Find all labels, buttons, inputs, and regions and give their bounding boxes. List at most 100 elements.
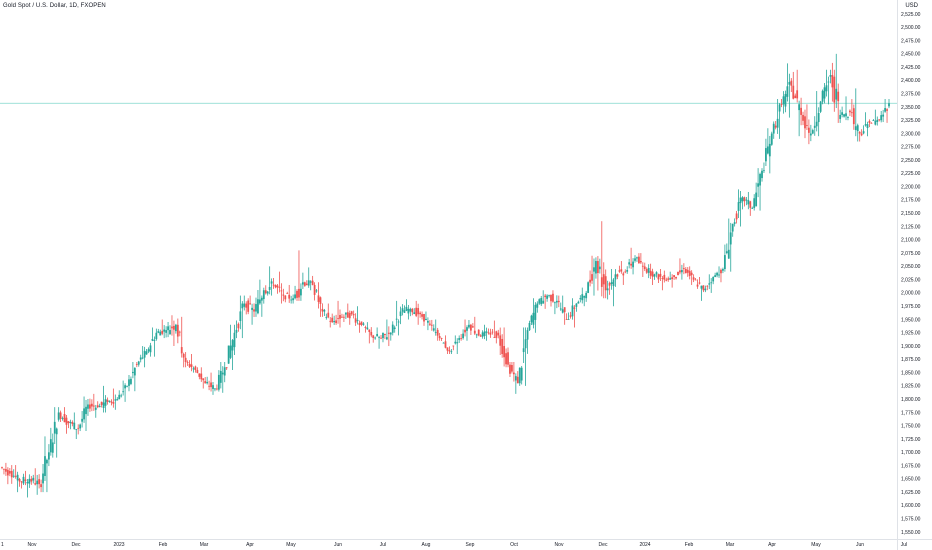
candle-body [872, 120, 875, 121]
candle-body [395, 318, 398, 320]
candle-body [596, 261, 599, 274]
candle-body [358, 323, 361, 326]
candle-body [38, 479, 41, 485]
candle-body [233, 332, 236, 348]
candle-body [753, 198, 756, 208]
candle-body [344, 312, 347, 315]
candle-body [186, 361, 189, 363]
candle-body [415, 307, 418, 316]
candle-body [24, 479, 27, 481]
candle-body [102, 402, 105, 408]
candle-body [288, 294, 291, 299]
candle-body [133, 368, 136, 376]
candle-body [555, 300, 558, 303]
candle-body [458, 338, 461, 340]
candle-body [667, 278, 670, 280]
candle-body [530, 315, 533, 323]
y-tick-label: 1,775.00 [901, 410, 921, 416]
candle-body [18, 478, 21, 482]
candle-body [434, 332, 437, 333]
candle-body [294, 294, 296, 299]
candle-body [776, 118, 779, 128]
candle-body [714, 275, 717, 277]
candle-body [544, 295, 547, 298]
candle-body [688, 270, 691, 276]
candle-body [12, 475, 15, 477]
candle-body [546, 295, 548, 299]
candle-body [462, 333, 464, 339]
candle-body [765, 148, 767, 162]
candle-body [755, 192, 758, 207]
candle-body [616, 274, 619, 277]
candle-body [85, 406, 87, 415]
candle-body [397, 321, 400, 323]
candle-body [339, 315, 341, 319]
candle-body [665, 279, 668, 281]
y-tick-label: 2,250.00 [901, 158, 921, 164]
candle-body [216, 388, 218, 390]
candle-body [120, 395, 123, 397]
candle-body [802, 114, 804, 121]
candle-body [577, 301, 580, 304]
y-tick-label: 1,575.00 [901, 517, 921, 523]
candle-body [593, 267, 595, 272]
candle-body [425, 318, 427, 321]
candle-body [227, 345, 230, 364]
candle-body [90, 403, 93, 407]
candle-body [61, 418, 64, 419]
y-tick-label: 1,625.00 [901, 490, 921, 496]
candle-body [571, 305, 574, 317]
candle-body [176, 324, 179, 337]
candle-body [614, 274, 617, 280]
candle-body [856, 125, 859, 132]
candle-body [835, 88, 838, 100]
candle-body [376, 334, 379, 337]
candle-body [579, 298, 582, 300]
candle-body [649, 270, 652, 276]
candle-body [135, 364, 138, 365]
candle-body [446, 347, 449, 351]
candle-body [270, 281, 273, 284]
x-tick-label: May [811, 542, 821, 548]
candle-body [257, 299, 259, 314]
candle-body [671, 277, 674, 280]
candle-body [325, 317, 328, 318]
candle-body [198, 373, 201, 377]
candle-body [554, 302, 556, 304]
candle-body [360, 321, 363, 325]
candle-body [143, 350, 146, 358]
candle-body [770, 133, 773, 145]
candle-body [59, 412, 62, 419]
candle-body [456, 342, 459, 344]
candle-body [501, 338, 504, 355]
candle-body [87, 404, 89, 409]
candle-body [807, 127, 810, 133]
candle-body [428, 323, 431, 325]
candle-body [22, 476, 25, 484]
candle-body [258, 299, 261, 304]
candle-body [833, 76, 836, 103]
candle-body [880, 115, 883, 121]
candle-body [813, 125, 816, 128]
candle-body [681, 270, 683, 273]
candle-body [145, 351, 148, 355]
candle-body [321, 308, 324, 312]
candle-body [382, 332, 384, 339]
candle-body [727, 249, 730, 259]
y-tick-label: 2,275.00 [901, 145, 921, 151]
candle-body [14, 475, 17, 477]
candle-body [255, 304, 257, 312]
candle-body [696, 284, 699, 287]
candle-body [292, 298, 295, 301]
candle-body [639, 260, 642, 263]
candle-body [10, 470, 13, 478]
x-tick-label: Dec [72, 542, 81, 548]
candle-body [34, 483, 37, 485]
y-tick-label: 2,100.00 [901, 238, 921, 244]
candle-body [845, 113, 847, 117]
candle-body [331, 317, 334, 323]
candle-body [128, 379, 130, 386]
candle-body [638, 256, 640, 264]
y-tick-label: 2,200.00 [901, 184, 921, 190]
